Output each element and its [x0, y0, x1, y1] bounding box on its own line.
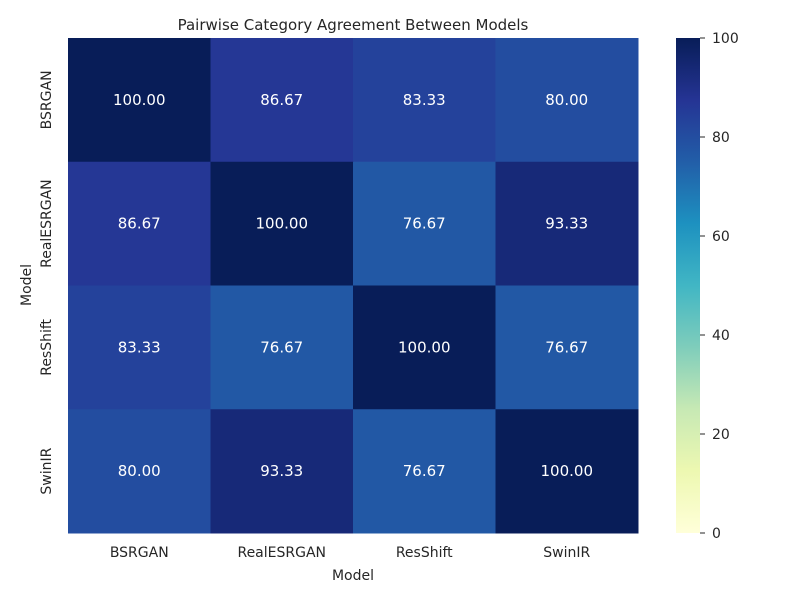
heatmap-cell [495, 409, 639, 534]
cell-value-label: 93.33 [260, 462, 303, 480]
cell-value-label: 76.67 [260, 338, 303, 356]
x-axis-label: Model [332, 568, 374, 584]
heatmap-cell [210, 409, 354, 534]
cell-value-label: 80.00 [545, 91, 588, 109]
cell-value-label: 83.33 [118, 338, 161, 356]
heatmap-cell [495, 161, 639, 286]
x-tick-label: SwinIR [543, 545, 590, 561]
colorbar-ticks: 0 20 40 60 80 100 [700, 31, 739, 542]
heatmap-cell [495, 285, 639, 410]
heatmap-cell [68, 409, 211, 534]
cell-value-label: 100.00 [398, 338, 451, 356]
y-axis-label: Model [19, 264, 35, 306]
heatmap-cell [210, 38, 354, 163]
heatmap-cell [495, 38, 639, 163]
y-tick-label: RealESRGAN [39, 179, 55, 268]
colorbar-tick-label: 60 [712, 229, 730, 245]
heatmap-cell [353, 409, 496, 534]
cell-value-label: 86.67 [260, 91, 303, 109]
cell-value-label: 100.00 [541, 462, 594, 480]
heatmap-cell [353, 38, 496, 163]
x-tick-label: ResShift [396, 545, 453, 561]
cell-value-label: 93.33 [545, 215, 588, 233]
cell-value-label: 83.33 [403, 91, 446, 109]
heatmap-cell [68, 38, 211, 163]
colorbar-tick-label: 0 [712, 526, 721, 542]
colorbar-tick-label: 100 [712, 31, 739, 47]
heatmap-cell [68, 285, 211, 410]
cell-value-label: 100.00 [113, 91, 166, 109]
y-tick-labels: BSRGAN RealESRGAN ResShift SwinIR [39, 70, 55, 494]
y-tick-label: BSRGAN [39, 70, 55, 129]
x-tick-label: RealESRGAN [237, 545, 326, 561]
cell-value-label: 76.67 [403, 215, 446, 233]
heatmap-cell [210, 161, 354, 286]
heatmap-cell [68, 161, 211, 286]
x-tick-label: BSRGAN [110, 545, 169, 561]
y-tick-label: ResShift [39, 318, 55, 375]
cell-value-label: 76.67 [545, 338, 588, 356]
cell-value-label: 86.67 [118, 215, 161, 233]
y-tick-label: SwinIR [39, 447, 55, 494]
heatmap-cell [210, 285, 354, 410]
chart-title: Pairwise Category Agreement Between Mode… [178, 16, 529, 34]
colorbar-tick-label: 20 [712, 427, 730, 443]
heatmap-cell [353, 161, 496, 286]
heatmap-cell [353, 285, 496, 410]
heatmap-cells: 100.00 86.67 83.33 80.00 86.67 100.00 76.67 93.… [68, 38, 639, 534]
cell-value-label: 80.00 [118, 462, 161, 480]
colorbar [676, 38, 700, 533]
colorbar-tick-label: 80 [712, 130, 730, 146]
cell-value-label: 100.00 [256, 215, 309, 233]
cell-value-label: 76.67 [403, 462, 446, 480]
x-tick-labels: BSRGAN RealESRGAN ResShift SwinIR [110, 545, 591, 561]
colorbar-tick-label: 40 [712, 328, 730, 344]
